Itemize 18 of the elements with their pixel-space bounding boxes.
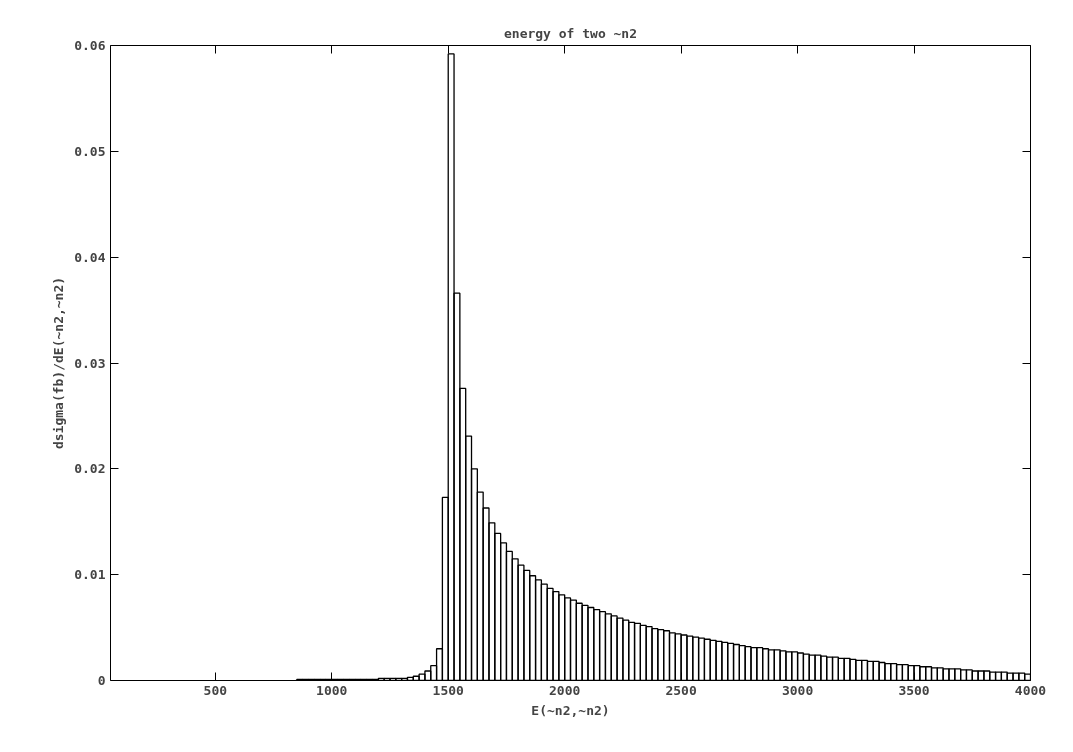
x-tick-label: 2000	[549, 682, 581, 698]
y-tick-label: 0.05	[74, 143, 106, 159]
y-axis-title: dsigma(fb)/dE(~n2,~n2)	[51, 276, 67, 450]
x-axis-title: E(~n2,~n2)	[531, 702, 610, 718]
y-tick-label: 0.02	[74, 461, 106, 477]
y-tick-label: 0.04	[74, 249, 106, 265]
x-tick-label: 500	[203, 682, 228, 698]
x-tick-label: 3500	[898, 682, 930, 698]
y-tick-label: 0.01	[74, 567, 106, 583]
y-tick-label: 0.03	[74, 355, 106, 371]
y-tick-label: 0	[97, 673, 106, 688]
chart-title: energy of two ~n2	[503, 25, 638, 41]
x-tick-label: 4000	[1014, 682, 1047, 698]
x-tick-label: 3000	[781, 682, 814, 698]
x-tick-label: 1000	[316, 682, 348, 698]
x-tick-label: 2500	[665, 682, 697, 698]
x-tick-label: 1500	[432, 682, 465, 698]
y-tick-label: 0.06	[74, 38, 106, 53]
